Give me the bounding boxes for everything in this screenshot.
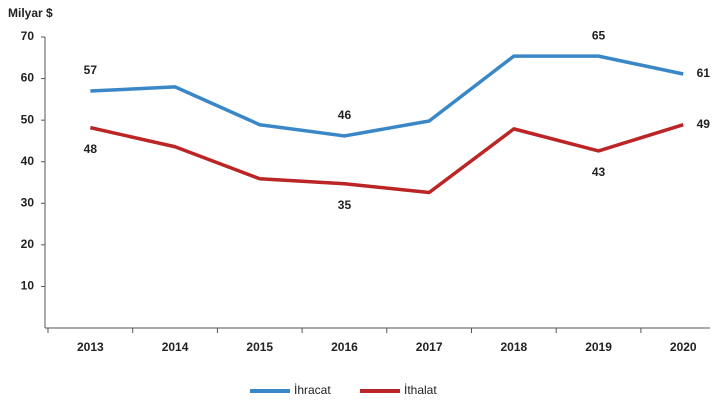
y-tick-label: 10 — [21, 279, 35, 293]
y-tick-label: 50 — [21, 112, 35, 126]
series-line — [89, 123, 684, 195]
y-tick-label: 20 — [21, 237, 35, 251]
y-tick-label: 30 — [21, 195, 35, 209]
x-tick-label: 2018 — [500, 340, 527, 354]
legend-label: İhracat — [294, 383, 331, 397]
x-tick-label: 2016 — [331, 340, 358, 354]
legend-label: İthalat — [404, 383, 437, 397]
y-tick-label: 70 — [21, 29, 35, 43]
x-tick-label: 2015 — [246, 340, 273, 354]
data-label: 48 — [84, 142, 98, 156]
x-tick-label: 2020 — [670, 340, 697, 354]
y-axis-label: Milyar $ — [8, 6, 53, 20]
data-label: 57 — [84, 63, 98, 77]
x-tick-label: 2017 — [416, 340, 443, 354]
series-line — [90, 54, 684, 138]
data-label: 61 — [697, 66, 711, 80]
data-label: 43 — [592, 165, 606, 179]
x-tick-label: 2014 — [162, 340, 189, 354]
x-tick-label: 2019 — [585, 340, 612, 354]
data-label: 65 — [592, 28, 606, 42]
data-label: 46 — [338, 108, 352, 122]
data-label: 49 — [697, 117, 711, 131]
data-label: 35 — [338, 198, 352, 212]
y-tick-label: 40 — [21, 154, 35, 168]
y-tick-label: 60 — [21, 71, 35, 85]
x-tick-label: 2013 — [77, 340, 104, 354]
